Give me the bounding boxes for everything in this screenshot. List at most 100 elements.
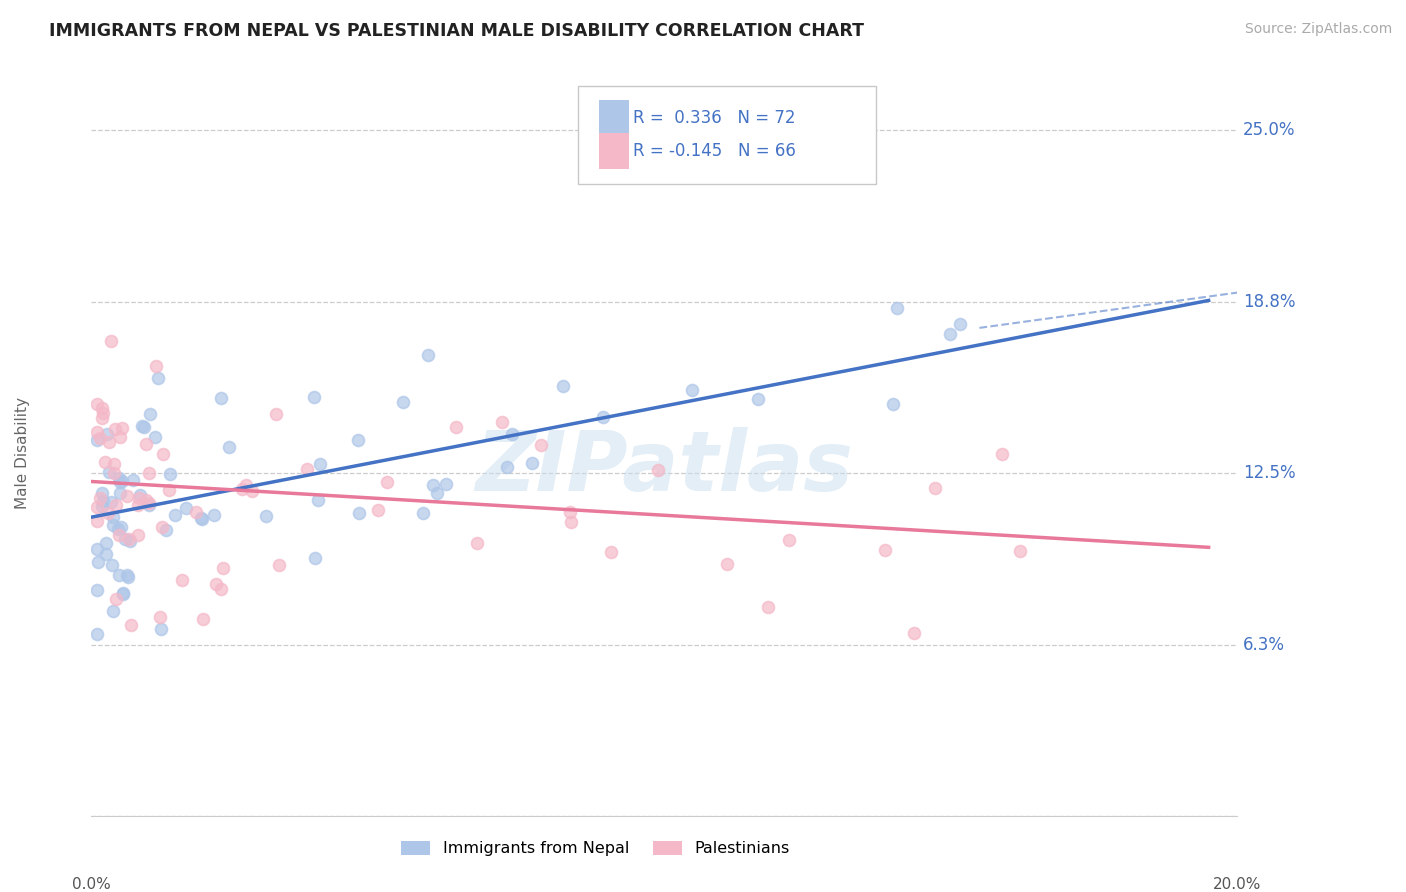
Point (135, 437, 157, 451)
Text: Source: ZipAtlas.com: Source: ZipAtlas.com (1244, 22, 1392, 37)
Point (174, 500, 197, 515)
Point (110, 519, 132, 533)
Point (86, 433, 108, 447)
Point (172, 573, 194, 587)
Point (89, 491, 111, 505)
Point (91, 410, 114, 425)
Point (117, 569, 139, 583)
Point (416, 348, 439, 362)
Point (100, 334, 122, 349)
Point (599, 545, 621, 559)
Point (97, 435, 120, 450)
Text: 0.0%: 0.0% (72, 877, 111, 891)
Point (747, 392, 769, 406)
Point (93, 493, 115, 508)
Point (903, 625, 925, 640)
Point (756, 600, 779, 615)
Point (111, 474, 134, 488)
Point (886, 301, 908, 315)
Point (111, 421, 134, 435)
Point (101, 517, 124, 532)
Point (94, 455, 117, 469)
Point (127, 528, 149, 542)
Point (347, 507, 370, 521)
Point (205, 576, 228, 591)
Point (104, 591, 127, 606)
Point (254, 509, 277, 524)
Point (112, 587, 135, 601)
Point (115, 567, 138, 582)
Point (131, 418, 153, 433)
FancyBboxPatch shape (578, 86, 876, 184)
Point (96, 547, 118, 561)
Point (367, 503, 389, 517)
Point (553, 379, 575, 393)
Point (86, 514, 108, 528)
Point (94, 536, 117, 550)
Point (148, 371, 170, 385)
Point (108, 486, 131, 500)
Point (86, 583, 108, 598)
Point (89, 432, 111, 446)
Point (108, 471, 131, 485)
Point (91, 499, 114, 513)
Point (491, 415, 513, 429)
Point (412, 506, 434, 520)
Point (157, 483, 180, 497)
Point (558, 505, 581, 519)
Point (120, 618, 142, 632)
Point (86, 627, 108, 641)
Point (103, 458, 125, 472)
Point (86, 397, 108, 411)
Point (307, 492, 329, 507)
Point (209, 582, 232, 596)
FancyBboxPatch shape (599, 101, 628, 136)
Point (155, 523, 177, 537)
Point (103, 510, 125, 524)
Point (444, 420, 467, 434)
Text: 6.3%: 6.3% (1243, 636, 1285, 654)
Point (375, 475, 398, 489)
Point (647, 463, 669, 477)
Point (149, 622, 172, 636)
Point (520, 456, 543, 470)
Point (86, 425, 108, 439)
Point (118, 533, 141, 547)
Point (114, 533, 136, 547)
Point (152, 447, 174, 461)
Point (101, 558, 124, 572)
Point (138, 496, 160, 510)
Point (97, 506, 120, 520)
Point (202, 508, 225, 522)
Point (190, 511, 212, 525)
Text: 20.0%: 20.0% (1213, 877, 1261, 891)
Point (103, 466, 125, 480)
Point (129, 488, 152, 502)
Point (434, 477, 457, 491)
Point (138, 499, 160, 513)
Point (240, 483, 263, 498)
Point (778, 533, 800, 547)
Point (308, 457, 330, 471)
Point (145, 359, 167, 374)
Point (991, 447, 1014, 461)
Point (304, 390, 326, 404)
Point (120, 533, 142, 548)
Point (122, 473, 145, 487)
Point (191, 612, 214, 626)
Text: Male Disability: Male Disability (15, 397, 30, 508)
Point (108, 527, 131, 541)
Point (132, 420, 155, 434)
Point (90, 401, 112, 415)
Point (212, 561, 235, 575)
Text: 25.0%: 25.0% (1243, 121, 1295, 139)
Point (163, 508, 186, 522)
Point (135, 493, 157, 508)
Point (560, 516, 582, 530)
Point (465, 536, 488, 550)
Point (90, 486, 112, 500)
Point (86, 542, 108, 557)
Point (938, 326, 960, 341)
Point (108, 567, 131, 582)
Point (112, 586, 135, 600)
